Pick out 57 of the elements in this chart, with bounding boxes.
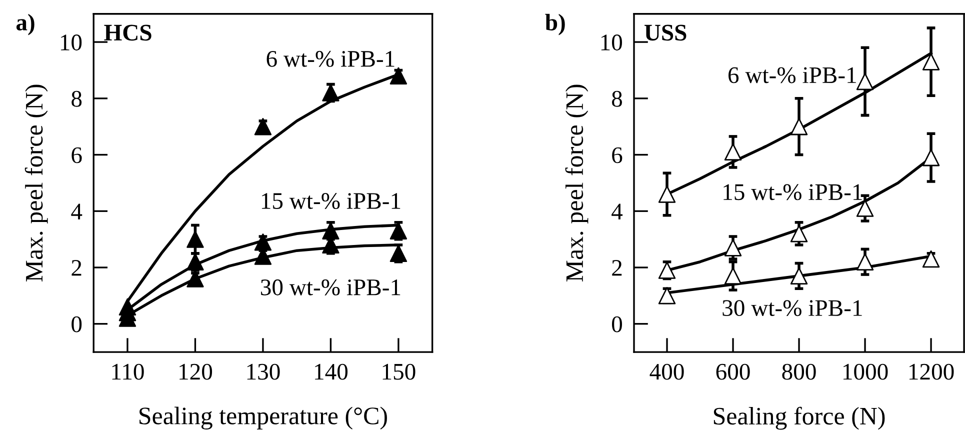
x-tick-label: 120 xyxy=(180,364,212,380)
point xyxy=(790,267,808,285)
series-label: 15 wt-% iPB-1 xyxy=(724,184,862,200)
y-tick-label: 4 xyxy=(612,204,623,220)
y-tick-label: 6 xyxy=(612,147,622,164)
x-tick-label: 140 xyxy=(315,364,348,380)
x-tick-label: 800 xyxy=(782,364,816,380)
x-axis-title: Sealing force (N) xyxy=(714,406,885,430)
x-tick-label: 400 xyxy=(650,364,684,380)
x-tick-label: 110 xyxy=(112,364,144,380)
x-tick-label: 150 xyxy=(382,364,416,380)
y-tick-label: 2 xyxy=(72,260,82,276)
y-tick-label: 2 xyxy=(612,260,622,276)
point xyxy=(186,230,204,248)
point xyxy=(856,253,874,270)
y-tick-label: 8 xyxy=(72,90,82,107)
y-tick-label: 10 xyxy=(601,34,622,50)
x-tick-label: 600 xyxy=(716,364,750,380)
series-label: 30 wt-% iPB-1 xyxy=(722,300,862,316)
point xyxy=(254,234,272,251)
point xyxy=(658,287,676,304)
x-tick-label: 1200 xyxy=(910,364,954,380)
point xyxy=(254,118,272,136)
point xyxy=(790,225,808,242)
x-axis-title: Sealing temperature (°C) xyxy=(140,406,387,430)
point xyxy=(186,270,204,288)
y-tick-label: 6 xyxy=(72,147,82,164)
point xyxy=(390,67,408,84)
chart-title: b) xyxy=(545,14,565,36)
x-tick-label: 130 xyxy=(247,364,280,380)
point xyxy=(658,262,676,279)
point xyxy=(922,250,940,268)
point xyxy=(922,53,940,70)
series-label: 6 wt-% iPB-1 xyxy=(266,50,394,67)
x-tick-label: 1000 xyxy=(843,364,888,380)
point xyxy=(724,267,742,285)
point xyxy=(922,148,940,166)
point xyxy=(856,72,874,90)
series-label: 6 wt-% iPB-1 xyxy=(728,67,856,84)
y-tick-label: 10 xyxy=(60,34,82,50)
series-label: 15 wt-% iPB-1 xyxy=(262,193,400,210)
series-label: 30 wt-% iPB-1 xyxy=(261,279,400,296)
point xyxy=(790,118,808,136)
point xyxy=(322,222,340,240)
y-tick-label: 4 xyxy=(71,204,82,220)
y-axis-title: Max. peel force (N) xyxy=(565,84,588,282)
chart-subtitle: USS xyxy=(644,24,686,41)
chart-title: a) xyxy=(16,14,34,36)
y-axis-title: Max. peel force (N) xyxy=(24,84,48,282)
y-tick-label: 0 xyxy=(612,316,622,332)
point xyxy=(724,239,742,256)
point xyxy=(724,143,742,161)
point xyxy=(658,186,676,203)
y-tick-label: 0 xyxy=(72,316,82,332)
chart-subtitle: HCS xyxy=(104,24,152,41)
point xyxy=(322,84,340,102)
y-tick-label: 8 xyxy=(612,90,622,107)
